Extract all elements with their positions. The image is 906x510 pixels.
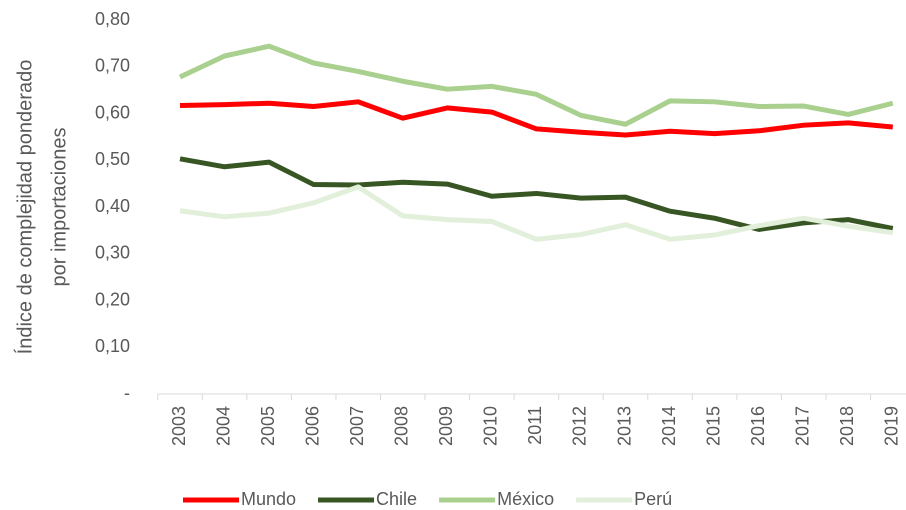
x-tick-label: 2007 [347,406,367,446]
x-tick-label: 2017 [792,406,812,446]
series-line [178,43,894,127]
series-line [179,184,894,242]
x-tick-label: 2012 [570,406,590,446]
x-tick-label: 2015 [703,406,723,446]
y-axis-title: Índice de complejidad ponderado [13,60,36,355]
y-tick-label: 0,70 [95,56,130,76]
x-tick-label: 2005 [258,406,278,446]
x-tick-label: 2006 [302,406,322,446]
x-tick-label: 2004 [213,406,233,446]
y-tick-label: 0,20 [95,289,130,309]
y-axis-title: por importaciones [48,128,70,287]
x-tick-label: 2013 [614,406,634,446]
x-tick-label: 2011 [525,406,545,445]
x-tick-label: 2014 [659,406,679,446]
y-tick-label: 0,80 [95,9,130,29]
y-tick-label: 0,50 [95,149,130,169]
y-tick-label: - [124,383,130,403]
x-tick-label: 2016 [748,406,768,446]
y-tick-label: 0,40 [95,196,130,216]
legend-label: Chile [376,489,417,509]
y-tick-label: 0,60 [95,102,130,122]
x-tick-label: 2018 [837,406,857,446]
legend-label: México [497,489,554,509]
x-tick-label: 2003 [169,406,189,446]
y-tick-label: 0,10 [95,336,130,356]
series-line [179,156,894,232]
legend-label: Perú [634,489,672,509]
x-tick-label: 2019 [882,406,902,446]
x-tick-label: 2009 [436,406,456,446]
series-line [179,99,894,138]
y-tick-label: 0,30 [95,243,130,263]
x-tick-label: 2010 [481,406,501,446]
legend-label: Mundo [241,489,296,509]
x-tick-label: 2008 [392,406,412,446]
